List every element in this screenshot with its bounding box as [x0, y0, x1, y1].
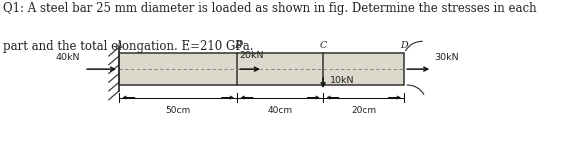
Text: 50cm: 50cm	[165, 106, 191, 115]
Text: 40cm: 40cm	[268, 106, 293, 115]
Text: C: C	[319, 41, 327, 50]
Text: 40kN: 40kN	[55, 53, 80, 62]
Text: 10kN: 10kN	[330, 76, 355, 85]
Text: B: B	[234, 41, 241, 50]
Text: 20kN: 20kN	[240, 51, 264, 60]
Text: A: A	[116, 41, 122, 50]
Text: Q1: A steel bar 25 mm diameter is loaded as shown in fig. Determine the stresses: Q1: A steel bar 25 mm diameter is loaded…	[3, 2, 536, 15]
Text: part and the total elongation. E=210 GPa.: part and the total elongation. E=210 GPa…	[3, 40, 253, 53]
Bar	[119, 53, 404, 85]
Text: 20cm: 20cm	[351, 106, 376, 115]
Text: D: D	[400, 41, 408, 50]
Text: 30kN: 30kN	[434, 53, 459, 62]
